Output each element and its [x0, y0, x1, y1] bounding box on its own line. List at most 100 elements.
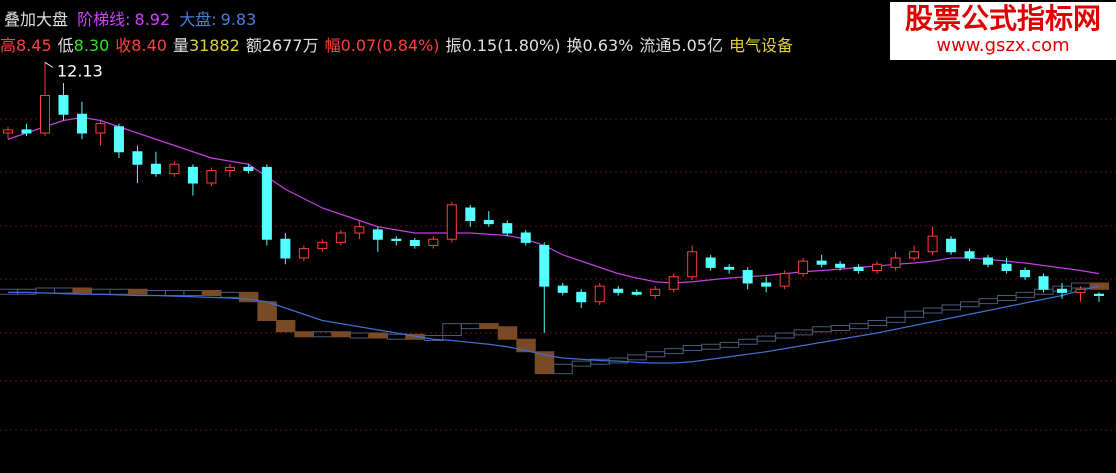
quote-label: 低 [57, 36, 74, 55]
quote-label: 额 [245, 36, 262, 55]
candle-body [798, 260, 809, 275]
candle-body [668, 276, 679, 290]
candle-body [39, 95, 50, 134]
ladder-step [53, 287, 74, 294]
candle-body [983, 257, 994, 265]
candle-body [742, 270, 753, 284]
ladder-step [201, 290, 222, 296]
candle-body [113, 126, 124, 153]
ladder-step [830, 325, 851, 331]
ladder-step [849, 323, 869, 330]
ladder-value: 8.92 [134, 10, 171, 29]
quote-label: 收 [115, 36, 132, 55]
candle-body [3, 129, 13, 134]
ladder-step [127, 288, 148, 295]
candle-body [243, 166, 254, 171]
candle-body [1020, 270, 1031, 278]
ladder-step [146, 290, 166, 296]
quote-label: 量 [172, 36, 189, 55]
ladder-step [497, 326, 518, 340]
ladder-step [183, 290, 203, 296]
candle-body [724, 266, 735, 270]
watermark: 股票公式指标网 www.gszx.com [890, 2, 1116, 60]
candle-body [613, 288, 624, 293]
candle-body [909, 251, 920, 259]
quote-value: 0.07(0.84%) [340, 36, 440, 55]
ladder-step [460, 323, 481, 330]
candle-body [872, 263, 883, 271]
candle-body [520, 232, 531, 243]
ladder-step [571, 360, 592, 367]
candle-body [890, 257, 901, 268]
candle-body [21, 129, 32, 134]
ladder-step [886, 316, 906, 323]
ladder-step [331, 331, 351, 338]
candle-body [187, 166, 198, 184]
ladder-step [793, 329, 814, 336]
ladder-step [0, 288, 18, 295]
high-label: 12.13 [57, 61, 103, 80]
ladder-step [701, 343, 721, 350]
ladder-step [553, 363, 573, 375]
quote-label: 换 [566, 36, 583, 55]
candle-body [280, 238, 291, 259]
ladder-step [997, 295, 1017, 301]
candle-body [169, 163, 180, 175]
candle-body [409, 240, 420, 246]
candle-body [835, 263, 846, 268]
ladder-step [923, 307, 943, 314]
ladder-step [516, 338, 536, 353]
ladder-step [72, 287, 92, 294]
candle-body [964, 251, 975, 259]
ladder-step [978, 298, 999, 305]
quote-label: 幅 [324, 36, 341, 55]
ladder-step [682, 345, 703, 351]
market-line [8, 285, 1100, 364]
market-label: 大盘: [179, 10, 217, 29]
candle-body [705, 257, 716, 268]
high-pointer [44, 61, 54, 68]
candle-body [927, 235, 938, 253]
candle-body [354, 226, 365, 234]
candle-body [594, 285, 605, 303]
candle-body [631, 291, 642, 295]
quote-value: 2677万 [261, 36, 319, 55]
candle-body [502, 223, 513, 234]
candle-body [1057, 288, 1068, 293]
market-value: 9.83 [220, 10, 257, 29]
candle-body [298, 248, 309, 259]
ladder-step [90, 288, 111, 295]
candle-body [1001, 263, 1012, 271]
candle-body [816, 260, 827, 265]
sector: 电气设备 [729, 36, 794, 55]
ladder-step [645, 351, 666, 358]
candle-body [761, 282, 772, 287]
candle-body [224, 166, 235, 171]
ladder-step [238, 291, 259, 303]
quote-line: 高8.45 低8.30 收8.40 量31882 额2677万 幅0.07(0.84%) 振… [0, 32, 793, 56]
candle-body [76, 113, 87, 134]
candle-body [853, 266, 864, 271]
candle-body [779, 273, 790, 287]
ladder-step [275, 320, 296, 333]
ladder-step [867, 320, 888, 326]
candle-body [687, 251, 698, 278]
ma-line [7, 116, 1100, 284]
candle-body [465, 207, 476, 221]
ladder-step [479, 323, 499, 330]
ladder-step [812, 326, 832, 333]
quote-label: 高 [0, 36, 17, 55]
grid [0, 118, 1116, 431]
ladder-step [534, 351, 555, 375]
ladder-step [109, 288, 129, 295]
candle-body [428, 238, 439, 246]
candle-body [557, 285, 568, 293]
quote-value: 0.15(1.80%) [461, 36, 561, 55]
watermark-name: 股票公式指标网 [904, 2, 1101, 35]
quote-value: 8.30 [73, 36, 110, 55]
ladder-step [627, 354, 647, 361]
candle-body [335, 232, 346, 243]
ladder-step [1015, 291, 1036, 298]
